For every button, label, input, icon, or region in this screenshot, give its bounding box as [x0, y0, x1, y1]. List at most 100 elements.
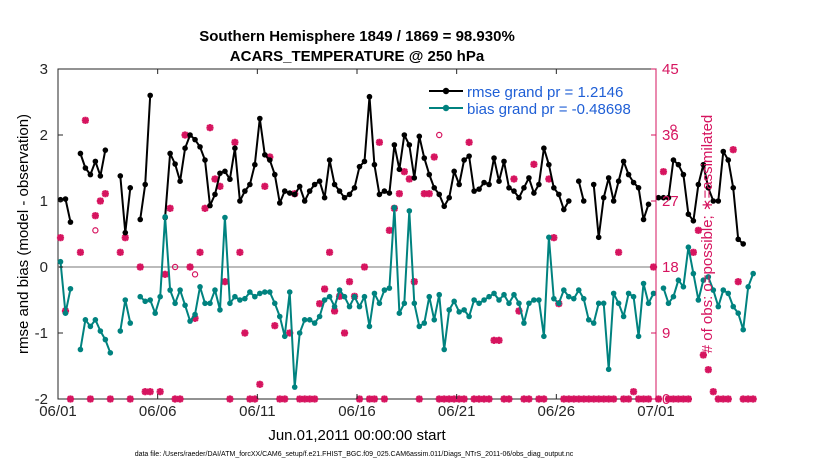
rmse-point [97, 173, 104, 179]
y-tick-label: -2 [35, 391, 48, 408]
star-stroke [146, 388, 154, 396]
bias-point [311, 320, 318, 326]
star-stroke [615, 248, 623, 256]
obs-assimilated-point [629, 388, 638, 396]
rmse-point [366, 93, 373, 100]
star-stroke [281, 395, 289, 403]
bias-point [401, 300, 408, 307]
obs-assimilated-point [610, 395, 618, 403]
star-stroke [226, 395, 234, 403]
obs-assimilated-point [724, 395, 732, 403]
bias-point [271, 300, 278, 307]
rmse-point [87, 171, 94, 178]
bias-point [381, 287, 388, 293]
obs-assimilated-point [709, 388, 717, 396]
rmse-point [102, 147, 109, 153]
bias-point [700, 277, 707, 284]
bias-point [237, 297, 243, 303]
bias-point [281, 333, 288, 340]
rmse-point [247, 181, 253, 188]
legend-bias-label: bias grand pr = -0.48698 [467, 101, 631, 118]
bias-point [675, 277, 682, 284]
obs-assimilated-point [256, 380, 264, 388]
star-stroke [156, 388, 164, 396]
rmse-point [371, 161, 378, 168]
bias-point [326, 293, 333, 300]
rmse-point [421, 155, 428, 161]
bias-point [197, 284, 203, 290]
obs-assimilated-point [66, 395, 75, 403]
bias-point [107, 350, 114, 356]
rmse-point [481, 179, 487, 186]
star-stroke [256, 380, 264, 388]
bias-point [331, 303, 338, 310]
bias-point [446, 307, 452, 313]
rmse-point [680, 171, 687, 178]
bias-point [750, 270, 756, 277]
star-stroke [495, 336, 503, 344]
rmse-point [705, 185, 712, 191]
rmse-point [341, 194, 348, 201]
y2-tick-label: 18 [662, 259, 679, 276]
obs-possible-point [191, 271, 199, 278]
rmse-point [556, 191, 562, 198]
obs-assimilated-point [136, 263, 144, 271]
bias-point [620, 313, 627, 320]
rmse-point [77, 150, 84, 157]
rmse-line [658, 150, 744, 245]
bias-point [82, 317, 89, 323]
bias-point [421, 320, 428, 326]
obs-assimilated-point [375, 138, 384, 146]
rmse-point [271, 171, 278, 178]
star-stroke [530, 160, 538, 168]
star-stroke [206, 124, 214, 132]
obs-assimilated-point [126, 395, 134, 403]
bias-point [182, 302, 188, 309]
bias-point [735, 310, 742, 317]
rmse-point [491, 155, 497, 161]
obs-assimilated-point [415, 395, 423, 403]
bias-point [157, 293, 163, 300]
bias-point [436, 291, 443, 298]
bias-point [645, 300, 652, 307]
bias-point [570, 295, 577, 302]
y-axis-label: rmse and bias (model - observation) [15, 114, 32, 354]
rmse-point [301, 198, 308, 204]
rmse-point [142, 181, 149, 188]
bias-point [685, 244, 692, 250]
obs-assimilated-point [495, 336, 503, 344]
star-stroke [241, 329, 249, 337]
star-stroke [749, 395, 757, 403]
rmse-point [466, 153, 472, 159]
bias-point [87, 323, 94, 330]
obs-assimilated-point [101, 190, 109, 198]
rmse-point [361, 158, 368, 165]
obs-assimilated-point [206, 124, 214, 132]
rmse-point [476, 186, 482, 192]
rmse-point [232, 145, 238, 151]
bias-point [137, 293, 144, 300]
bias-point [575, 287, 582, 293]
y-tick-label: 3 [40, 61, 48, 78]
bias-point [202, 300, 208, 307]
bias-point [595, 300, 602, 307]
bias-point [720, 287, 727, 293]
star-stroke [221, 278, 229, 286]
rmse-point [451, 168, 457, 175]
obs-assimilated-point [465, 138, 473, 146]
rmse-point [207, 202, 213, 209]
obs-possible-point [92, 227, 99, 234]
obs-assimilated-point [380, 395, 389, 403]
rmse-point [715, 198, 722, 204]
bias-point [102, 336, 109, 343]
rmse-point [147, 92, 153, 99]
rmse-point [296, 183, 303, 190]
obs-assimilated-point [525, 395, 533, 403]
rmse-point [630, 179, 637, 186]
bias-point [730, 303, 737, 310]
star-stroke [96, 197, 104, 205]
y2-tick-label: 9 [662, 325, 670, 342]
rmse-point [531, 190, 537, 196]
star-stroke [689, 248, 697, 256]
obs-assimilated-point [729, 146, 737, 154]
